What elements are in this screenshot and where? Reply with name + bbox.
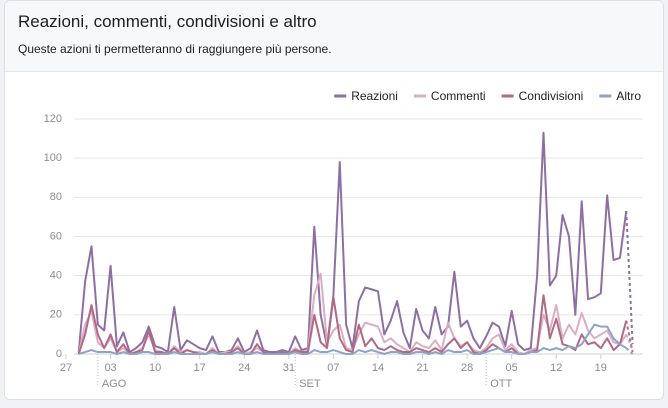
x-tick-label: 14 bbox=[372, 362, 384, 374]
y-tick-label: 0 bbox=[56, 348, 62, 360]
card-header: Reazioni, commenti, condivisioni e altro… bbox=[5, 1, 663, 72]
legend-label: Condivisioni bbox=[519, 89, 584, 103]
x-tick-label: 07 bbox=[327, 362, 339, 374]
series-line-dashed bbox=[625, 320, 634, 353]
y-tick-label: 40 bbox=[50, 270, 62, 282]
series-line-dashed bbox=[625, 334, 634, 351]
x-tick-label: 10 bbox=[149, 362, 161, 374]
legend-label: Altro bbox=[616, 89, 641, 103]
x-tick-label: 12 bbox=[550, 362, 562, 374]
legend-item: Commenti bbox=[413, 89, 486, 103]
legend-label: Reazioni bbox=[351, 89, 398, 103]
legend-item: Condivisioni bbox=[501, 89, 584, 103]
month-label: SET bbox=[299, 378, 321, 390]
x-tick-label: 17 bbox=[194, 362, 206, 374]
y-tick-label: 20 bbox=[50, 309, 62, 321]
x-tick-label: 28 bbox=[461, 362, 473, 374]
series-line bbox=[77, 294, 628, 355]
legend-label: Commenti bbox=[431, 89, 486, 103]
series-line bbox=[77, 131, 628, 354]
series-line bbox=[78, 323, 627, 355]
chart: 0 20 40 60 80 100 120 27 03 10 17 24 31 07 14 21 28 05 12 1… bbox=[44, 89, 643, 390]
x-tick-label: 21 bbox=[416, 362, 428, 374]
card: Reazioni, commenti, condivisioni e altro… bbox=[4, 0, 664, 400]
legend-item: Reazioni bbox=[334, 89, 398, 103]
x-tick-label: 27 bbox=[60, 362, 72, 374]
card-title: Reazioni, commenti, condivisioni e altro bbox=[18, 12, 317, 31]
x-tick-label: 31 bbox=[283, 362, 295, 374]
series-line-dashed bbox=[625, 210, 634, 345]
month-label: AGO bbox=[102, 378, 127, 390]
legend: Reazioni Commenti Condivisioni Altro bbox=[334, 89, 641, 103]
legend-item: Altro bbox=[599, 89, 641, 103]
y-tick-label: 60 bbox=[50, 230, 62, 242]
y-tick-label: 80 bbox=[50, 191, 62, 203]
x-tick-label: 05 bbox=[506, 362, 518, 374]
series-line-dashed bbox=[625, 347, 634, 355]
y-tick-label: 100 bbox=[44, 152, 62, 164]
x-tick-label: 24 bbox=[238, 362, 250, 374]
card-subtitle: Queste azioni ti permetteranno di raggiu… bbox=[18, 42, 332, 56]
y-tick-label: 120 bbox=[44, 113, 62, 125]
x-tick-label: 03 bbox=[104, 362, 116, 374]
month-label: OTT bbox=[490, 378, 512, 390]
x-tick-label: 19 bbox=[595, 362, 607, 374]
